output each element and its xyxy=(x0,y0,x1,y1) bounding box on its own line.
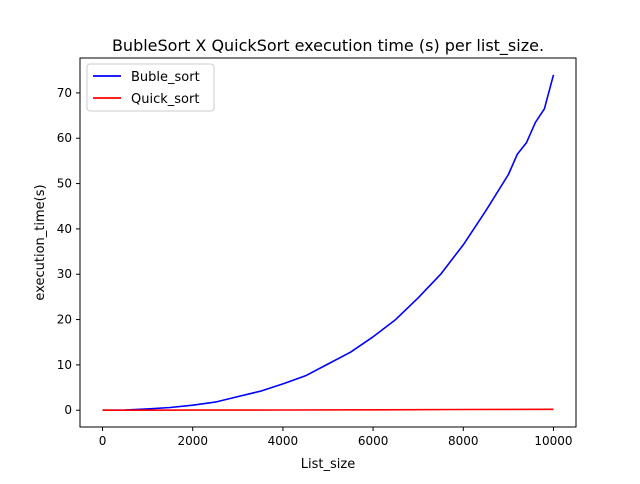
x-axis-label: List_size xyxy=(301,457,355,472)
y-tick-label: 40 xyxy=(57,222,72,236)
y-tick-label: 50 xyxy=(57,177,72,191)
plot-frame xyxy=(79,57,577,428)
plot-content xyxy=(102,74,555,412)
legend: Buble_sort Quick_sort xyxy=(86,63,215,112)
x-tick-label: 8000 xyxy=(448,434,479,448)
y-tick-label: 10 xyxy=(57,358,72,372)
y-axis: 0 10 20 30 40 50 60 70 xyxy=(57,86,80,417)
chart-title: BubleSort X QuickSort execution time (s)… xyxy=(112,36,544,56)
y-tick-label: 60 xyxy=(57,131,72,145)
x-tick-label: 2000 xyxy=(177,434,208,448)
x-tick-label: 10000 xyxy=(534,434,572,448)
legend-label: Buble_sort xyxy=(131,70,200,85)
x-tick-label: 0 xyxy=(99,434,107,448)
series-line-buble-sort xyxy=(102,74,555,411)
y-axis-label: execution_time(s) xyxy=(33,184,48,300)
legend-label: Quick_sort xyxy=(131,92,199,107)
x-axis: 0 2000 4000 6000 8000 10000 xyxy=(99,427,573,448)
y-tick-label: 70 xyxy=(57,86,72,100)
y-tick-label: 20 xyxy=(57,313,72,327)
series-line-quick-sort xyxy=(102,408,554,412)
y-tick-label: 30 xyxy=(57,267,72,281)
y-tick-label: 0 xyxy=(64,403,72,417)
x-tick-label: 6000 xyxy=(358,434,389,448)
x-tick-label: 4000 xyxy=(268,434,299,448)
